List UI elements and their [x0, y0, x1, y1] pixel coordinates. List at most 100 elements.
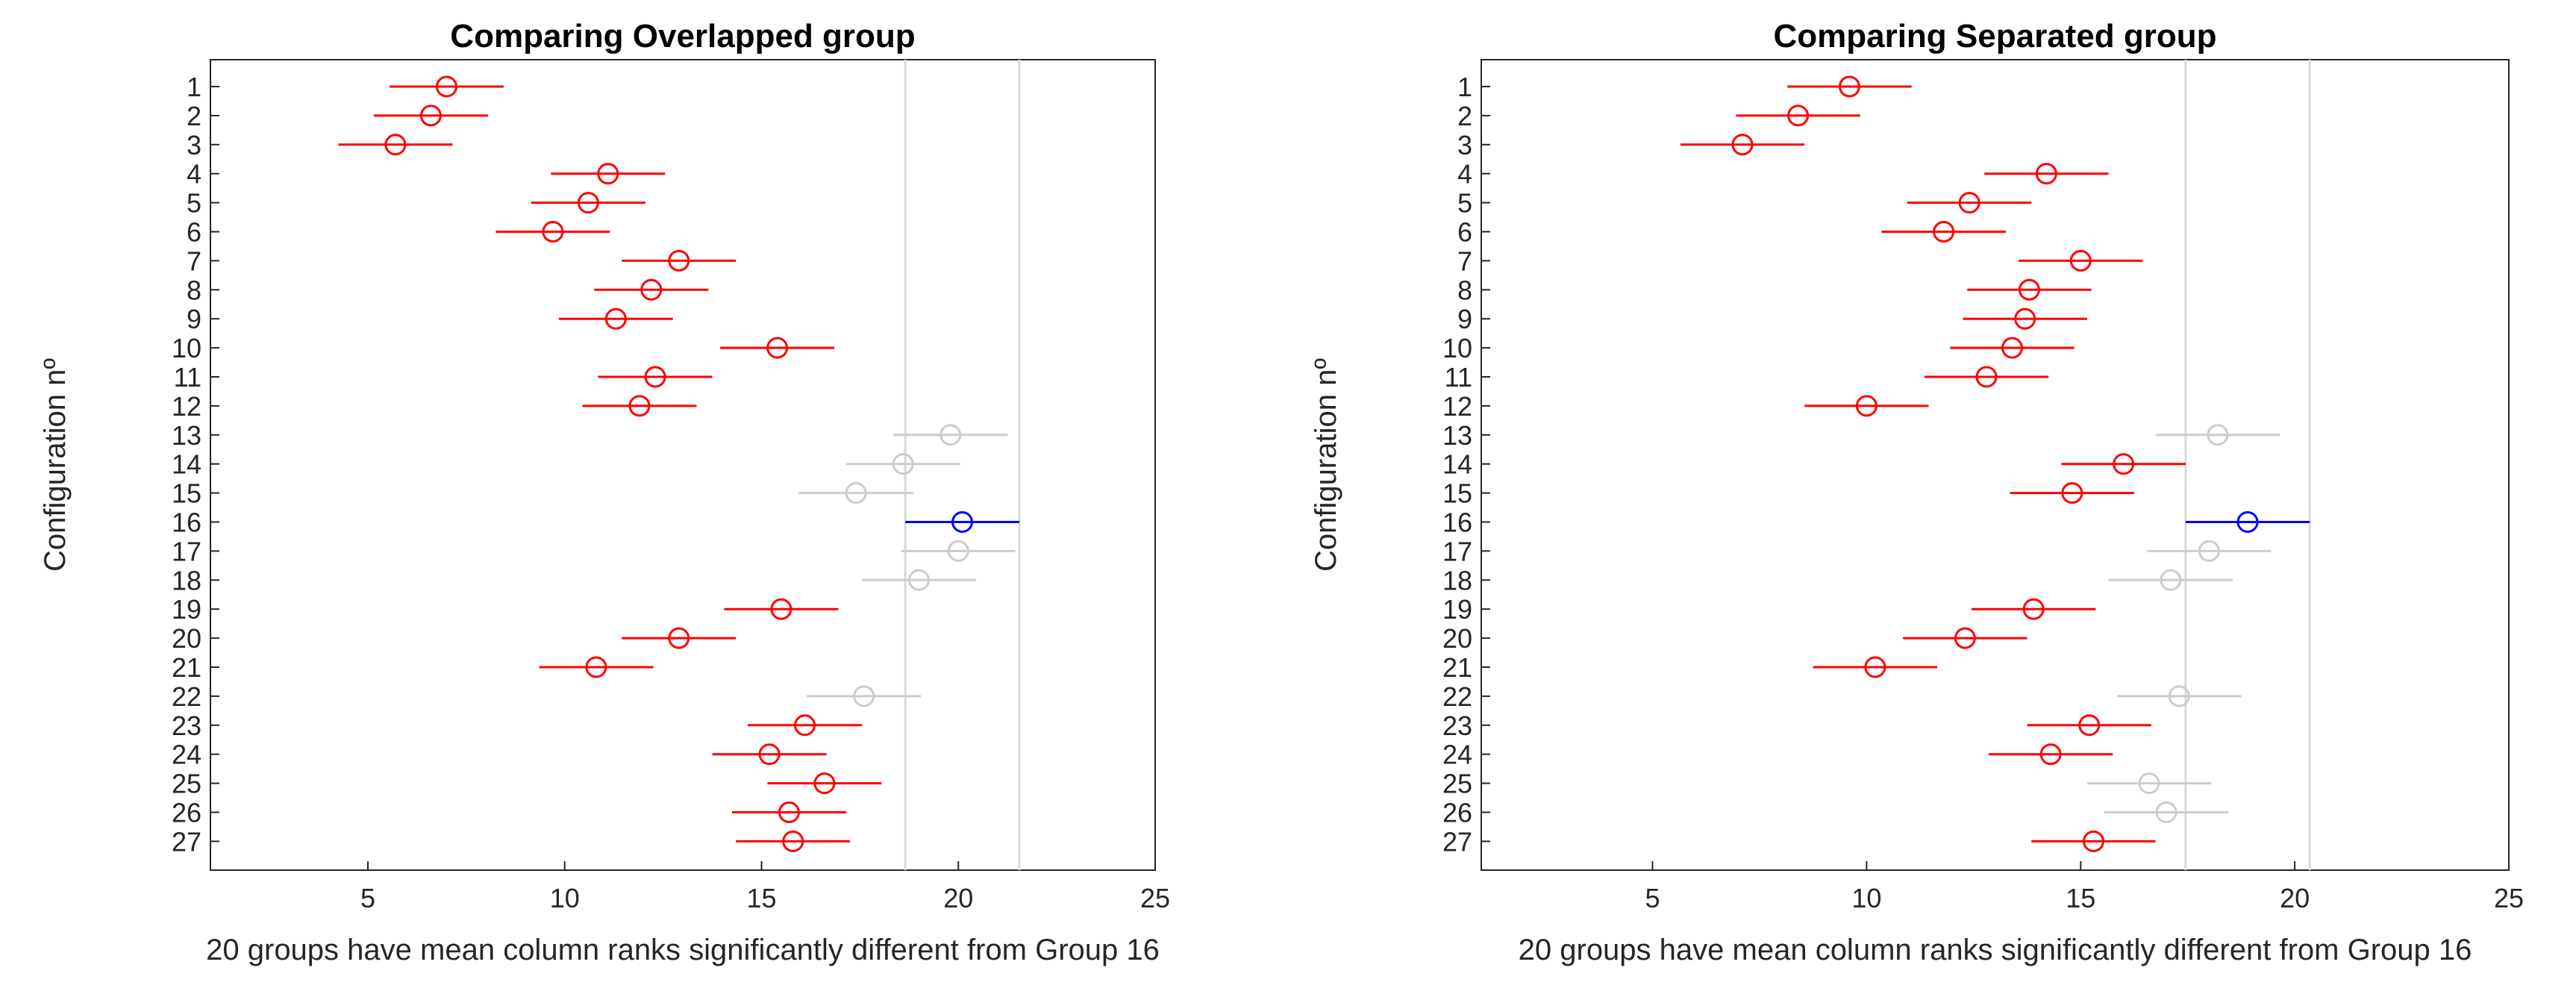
y-tick-label: 18: [172, 565, 201, 596]
y-tick-label: 1: [187, 72, 201, 102]
y-tick-label: 7: [187, 246, 201, 276]
y-tick-label: 27: [172, 826, 201, 857]
mean-marker-8: [640, 278, 663, 301]
mean-marker-9: [604, 307, 627, 330]
mean-marker-16: [2236, 511, 2259, 533]
mean-marker-13: [940, 424, 962, 446]
y-tick-label: 17: [172, 536, 201, 566]
right-chart-panel: 5 10 15 20 251234567891011121314151617181920…: [1310, 18, 2524, 966]
mean-marker-21: [585, 656, 607, 678]
mean-marker-17: [2198, 540, 2220, 562]
mean-marker-1: [436, 75, 457, 98]
y-tick-label: 1: [1457, 72, 1472, 102]
mean-marker-22: [2168, 685, 2190, 707]
y-tick-label: 21: [172, 652, 201, 683]
y-tick-label: 13: [1442, 420, 1472, 451]
y-tick-label: 4: [1457, 159, 1472, 190]
mean-marker-11: [1975, 366, 1998, 388]
mean-marker-3: [384, 134, 407, 156]
y-tick-label: 24: [172, 740, 201, 770]
mean-marker-26: [2155, 801, 2178, 823]
mean-marker-25: [813, 772, 836, 795]
x-tick-label: 5: [1645, 883, 1660, 913]
mean-marker-21: [1864, 656, 1886, 678]
x-tick-label: 5: [360, 883, 375, 913]
y-tick-label: 2: [187, 101, 201, 131]
mean-marker-12: [628, 395, 651, 417]
mean-marker-13: [2207, 424, 2229, 446]
mean-marker-12: [1855, 395, 1878, 417]
y-tick-label: 12: [172, 391, 201, 422]
mean-marker-17: [947, 540, 969, 562]
mean-marker-2: [1787, 104, 1810, 127]
mean-marker-1: [1838, 75, 1860, 98]
mean-marker-14: [892, 453, 914, 475]
y-tick-label: 21: [1442, 652, 1472, 683]
mean-marker-20: [668, 627, 690, 649]
axes-box: [1481, 59, 2510, 871]
mean-marker-27: [782, 830, 804, 852]
y-tick-label: 22: [172, 681, 201, 712]
y-tick-label: 15: [172, 478, 201, 509]
mean-marker-6: [1933, 221, 1955, 243]
x-tick-label: 25: [1140, 883, 1170, 913]
x-tick-label: 15: [746, 883, 776, 913]
mean-marker-5: [1958, 192, 1981, 214]
mean-marker-18: [2160, 569, 2182, 591]
y-tick-label: 23: [1442, 710, 1472, 741]
y-tick-label: 12: [1442, 391, 1472, 422]
y-tick-label: 10: [172, 333, 201, 363]
y-tick-label: 8: [1457, 275, 1472, 305]
x-tick-label: 15: [2066, 883, 2095, 913]
y-tick-label: 3: [187, 130, 201, 160]
x-tick-label: 20: [2280, 883, 2310, 913]
mean-marker-23: [2078, 714, 2101, 737]
mean-marker-27: [2082, 830, 2104, 852]
y-axis-label: Configuration nº: [39, 358, 72, 572]
y-tick-label: 20: [1442, 623, 1472, 654]
chart-title: Comparing Separated group: [1773, 18, 2216, 54]
x-tick-label: 10: [1851, 883, 1881, 913]
mean-marker-11: [644, 366, 666, 388]
x-tick-label: 20: [943, 883, 973, 913]
y-tick-label: 14: [1442, 449, 1472, 480]
y-tick-label: 15: [1442, 478, 1472, 509]
mean-marker-24: [2039, 743, 2062, 766]
x-tick-label: 10: [550, 883, 580, 913]
x-tick-label: 25: [2494, 883, 2524, 913]
y-tick-label: 26: [1442, 798, 1472, 828]
y-tick-label: 2: [1457, 101, 1472, 131]
mean-marker-4: [597, 163, 619, 185]
x-axis-label: 20 groups have mean column ranks signifi…: [1519, 934, 2472, 966]
y-tick-label: 25: [172, 769, 201, 799]
mean-marker-10: [2001, 337, 2023, 359]
mean-marker-25: [2138, 772, 2160, 795]
mean-marker-22: [853, 685, 875, 707]
y-tick-label: 27: [1442, 826, 1472, 857]
y-tick-label: 20: [172, 623, 201, 654]
mean-marker-23: [794, 714, 816, 737]
mean-marker-19: [770, 598, 793, 620]
y-tick-label: 6: [1457, 217, 1472, 248]
y-tick-label: 10: [1442, 333, 1472, 363]
mean-marker-20: [1954, 627, 1976, 649]
mean-marker-9: [2014, 307, 2036, 330]
mean-marker-8: [2018, 278, 2040, 301]
mean-marker-26: [778, 801, 800, 823]
y-tick-label: 18: [1442, 565, 1472, 596]
mean-marker-3: [1731, 134, 1754, 156]
mean-marker-7: [2069, 249, 2092, 272]
y-tick-label: 9: [1457, 304, 1472, 334]
y-tick-label: 7: [1457, 246, 1472, 276]
y-tick-label: 11: [1445, 362, 1472, 393]
y-tick-label: 22: [1442, 681, 1472, 712]
y-tick-label: 23: [172, 710, 201, 741]
y-axis-label: Configuration nº: [1310, 358, 1342, 572]
y-tick-label: 8: [187, 275, 201, 305]
chart-title: Comparing Overlapped group: [450, 18, 915, 54]
y-tick-label: 25: [1442, 769, 1472, 799]
y-tick-label: 26: [172, 798, 201, 828]
x-axis-label: 20 groups have mean column ranks signifi…: [206, 934, 1160, 966]
mean-marker-6: [542, 221, 564, 243]
